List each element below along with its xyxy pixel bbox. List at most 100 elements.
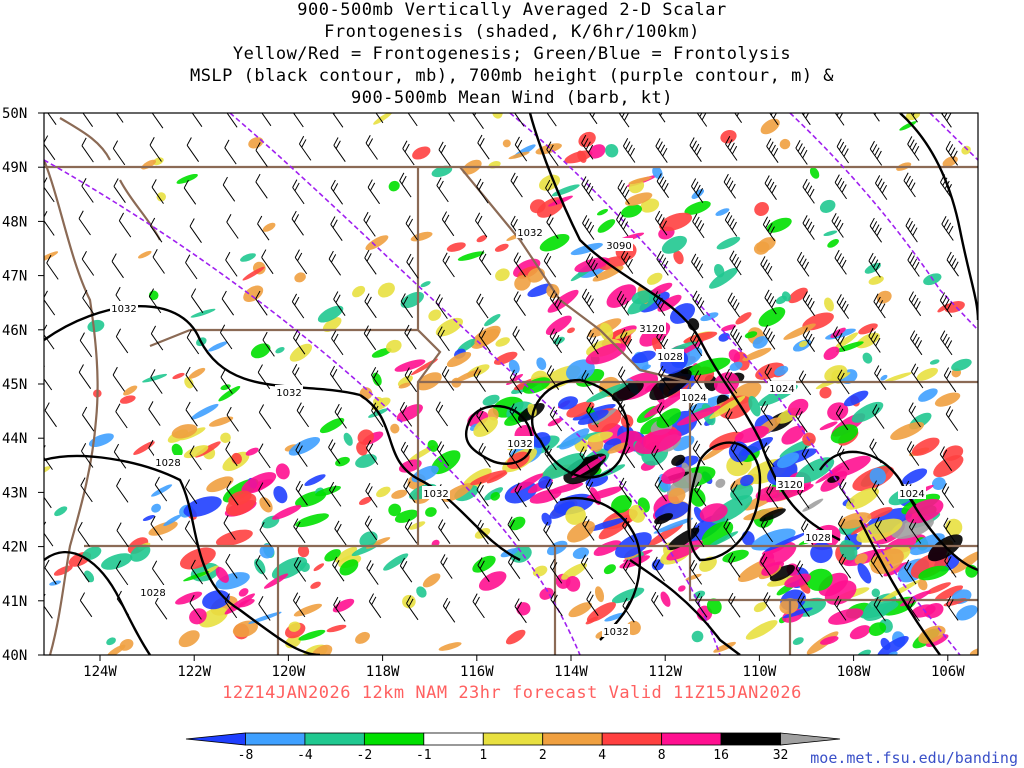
shade-cell — [775, 295, 787, 305]
border-line — [459, 166, 691, 384]
wind-barb — [259, 113, 272, 127]
shade-cell — [721, 324, 737, 332]
wind-barb — [189, 218, 202, 243]
mslp-label: 1024 — [898, 486, 926, 500]
shade-cell — [918, 388, 938, 402]
wind-barb — [44, 483, 52, 509]
wind-barb — [802, 291, 816, 316]
shade-cell — [911, 604, 936, 618]
shade-cell — [827, 475, 840, 483]
valid-time: 12Z14JAN2026 12km NAM 23hr forecast Vali… — [222, 683, 802, 703]
wind-barb — [113, 178, 126, 203]
wind-barb — [766, 113, 779, 126]
shade-cell — [918, 565, 949, 581]
wind-barb — [44, 290, 56, 316]
wind-barb — [945, 140, 959, 166]
wind-barb — [184, 520, 198, 546]
shade-cell — [683, 331, 718, 344]
wind-barb — [586, 591, 599, 616]
mslp-label: 1028 — [154, 455, 182, 469]
shade-cell — [748, 395, 761, 417]
wind-barb — [44, 521, 54, 547]
shade-cell — [754, 202, 769, 216]
wind-barb — [476, 178, 489, 204]
wind-barb — [334, 403, 347, 429]
wind-barb — [150, 325, 164, 351]
shade-cell — [561, 563, 588, 580]
wind-barb — [365, 135, 378, 160]
wind-barb — [292, 329, 306, 355]
wind-barb — [255, 290, 268, 316]
shade-cell — [190, 403, 219, 420]
shade-cell — [171, 424, 198, 439]
shade-cell — [313, 563, 325, 572]
wind-barb — [724, 368, 738, 394]
wind-barb — [435, 294, 448, 319]
wind-barb — [262, 331, 275, 357]
shade-cell — [596, 208, 609, 216]
shade-cell — [759, 508, 786, 522]
wind-barb — [476, 293, 489, 319]
wind-barb — [730, 440, 743, 466]
svg-text:1028: 1028 — [140, 588, 165, 599]
wind-barb — [689, 137, 702, 162]
colorbar-label: -8 — [238, 748, 254, 763]
shade-cell — [689, 488, 706, 507]
shade-cell — [208, 416, 234, 427]
wind-barb — [328, 250, 342, 276]
shade-cell — [138, 250, 152, 259]
wind-barb — [691, 522, 705, 547]
colorbar-label: -4 — [297, 748, 313, 763]
wind-barb — [869, 217, 883, 243]
colorbar-label: -2 — [357, 748, 373, 763]
shade-cell — [880, 374, 888, 381]
wind-barb — [111, 113, 124, 123]
wind-barb — [112, 366, 126, 392]
shade-cell — [864, 262, 881, 274]
wind-barb — [617, 366, 631, 391]
wind-barb — [186, 137, 200, 162]
wind-barb — [118, 212, 132, 238]
wind-barb — [907, 596, 920, 622]
shade-cell — [438, 642, 462, 651]
shade-cell — [473, 416, 498, 437]
wind-barb — [46, 254, 59, 280]
mslp-contour — [858, 519, 941, 655]
colorbar-swatch — [780, 732, 841, 746]
wind-barb — [442, 252, 455, 278]
svg-text:1024: 1024 — [769, 384, 794, 395]
wind-barb — [224, 139, 237, 165]
shade-cell — [931, 477, 946, 490]
shade-cell — [792, 637, 804, 645]
shade-cell — [151, 503, 161, 513]
shade-cell — [299, 562, 310, 572]
mslp-label: 1032 — [275, 385, 303, 399]
wind-barb — [367, 179, 381, 205]
shade-cell — [951, 550, 978, 574]
wind-barb — [476, 519, 489, 545]
shade-cell — [631, 290, 654, 305]
shade-cell — [272, 505, 302, 520]
shade-cell — [929, 359, 940, 365]
wind-barb — [549, 558, 563, 584]
shade-cell — [425, 507, 437, 517]
height-contour — [44, 159, 581, 655]
shade-cell — [476, 235, 488, 243]
shade-cell — [934, 585, 964, 601]
wind-barb — [834, 595, 847, 621]
shade-cell — [654, 513, 674, 525]
shade-cell — [611, 380, 644, 402]
shade-cell — [883, 562, 909, 577]
mslp-label: 1028 — [656, 349, 684, 363]
shade-cell — [879, 580, 920, 602]
credit-link[interactable]: moe.met.fsu.edu/banding — [810, 749, 1018, 767]
shade-cell — [700, 312, 719, 322]
shade-cell — [877, 635, 909, 655]
wind-barb — [149, 217, 163, 243]
colorbar-swatch — [363, 732, 425, 746]
wind-barb — [802, 178, 815, 204]
shade-cell — [472, 555, 496, 573]
wind-barb — [512, 326, 525, 351]
wind-barb — [837, 445, 850, 471]
lat-label: 49N — [2, 160, 27, 176]
